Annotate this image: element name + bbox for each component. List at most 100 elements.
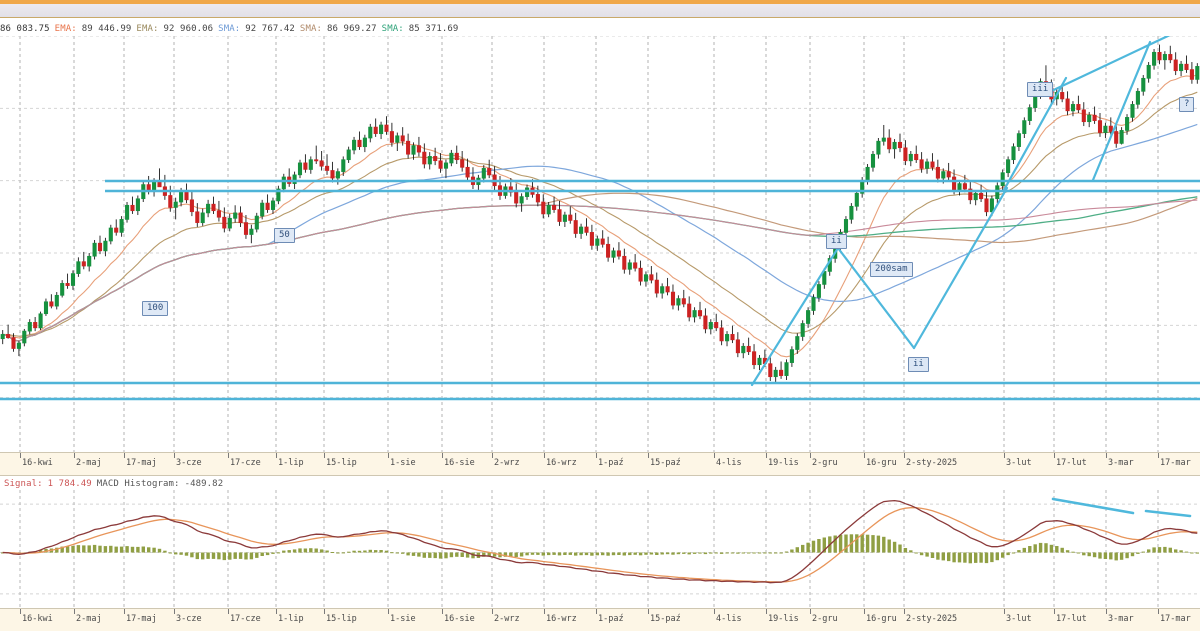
candle-body bbox=[427, 156, 432, 165]
macd-histogram-bar bbox=[433, 552, 437, 559]
candle-body bbox=[535, 194, 540, 203]
candle-body bbox=[1114, 131, 1119, 144]
candle-body bbox=[1135, 90, 1140, 105]
macd-axis-tick-label: 2-maj bbox=[76, 614, 102, 624]
candle-body bbox=[206, 203, 211, 214]
candle-body bbox=[735, 339, 740, 354]
macd-histogram-bar bbox=[1017, 550, 1021, 553]
candle-body bbox=[589, 232, 594, 246]
wave-label-ii-2[interactable]: ii bbox=[908, 357, 929, 372]
candle-body bbox=[1146, 64, 1151, 79]
macd-axis-tick-label: 1-sie bbox=[390, 614, 416, 624]
candle-body bbox=[179, 191, 184, 203]
macd-histogram-bar bbox=[184, 552, 189, 556]
corrective-down-1 bbox=[836, 246, 916, 350]
candle-body bbox=[881, 137, 886, 142]
candle-body bbox=[325, 165, 330, 171]
price-axis-tick-label: 1-lip bbox=[278, 458, 304, 468]
macd-histogram-bar bbox=[633, 552, 637, 555]
candle-body bbox=[368, 126, 373, 139]
macd-histogram-bar bbox=[660, 552, 664, 555]
candle-body bbox=[579, 226, 584, 234]
macd-histogram-bar bbox=[190, 552, 194, 558]
toolbar[interactable] bbox=[0, 4, 1200, 18]
macd-signal-value: 1 784.49 bbox=[47, 479, 92, 489]
macd-histogram-bar bbox=[1065, 550, 1070, 553]
macd-histogram-bar bbox=[1136, 552, 1140, 554]
wave-label-query[interactable]: ? bbox=[1179, 97, 1195, 112]
macd-axis-tick-label: 17-mar bbox=[1160, 614, 1191, 624]
candle-body bbox=[779, 369, 784, 376]
macd-histogram-bar bbox=[871, 535, 875, 553]
candle-body bbox=[384, 124, 389, 132]
legend-last-price: 86 083.75 bbox=[0, 24, 50, 34]
price-axis-tick-label: 17-maj bbox=[126, 458, 157, 468]
legend-sma-2-value: 86 969.27 bbox=[327, 24, 377, 34]
candle-body bbox=[649, 274, 654, 281]
candle-body bbox=[135, 198, 140, 212]
candle-body bbox=[1092, 114, 1097, 121]
candle-body bbox=[249, 228, 254, 235]
macd-histogram-bar bbox=[422, 552, 426, 558]
candle-body bbox=[1157, 51, 1162, 61]
ma-label-100[interactable]: 100 bbox=[142, 301, 169, 316]
macd-histogram-bar bbox=[649, 552, 654, 555]
candle-body bbox=[930, 161, 935, 168]
macd-histogram-bar bbox=[844, 534, 848, 553]
macd-axis-tick-mark bbox=[714, 609, 715, 614]
macd-histogram-bar bbox=[471, 552, 475, 559]
candle-body bbox=[925, 161, 930, 169]
macd-histogram-bar bbox=[211, 552, 216, 559]
price-axis-tick-mark bbox=[442, 453, 443, 458]
macd-histogram-bar bbox=[163, 550, 167, 553]
candle-body bbox=[276, 188, 281, 202]
macd-axis-tick-mark bbox=[276, 609, 277, 614]
candle-body bbox=[892, 141, 897, 150]
candle-body bbox=[265, 202, 270, 210]
price-chart-panel[interactable] bbox=[0, 36, 1200, 471]
macd-histogram-bar bbox=[136, 546, 140, 553]
macd-histogram-bar bbox=[541, 552, 545, 556]
macd-axis-tick-label: 2-sty-2025 bbox=[906, 614, 958, 624]
macd-histogram-bar bbox=[482, 552, 486, 557]
macd-histogram-bar bbox=[876, 535, 881, 553]
macd-histogram-bar bbox=[298, 548, 302, 553]
ma-label-200[interactable]: 200sam bbox=[870, 262, 913, 277]
macd-histogram-bar bbox=[444, 552, 448, 559]
candle-body bbox=[773, 369, 778, 378]
macd-histogram-bar bbox=[947, 552, 951, 562]
legend-sma-2-label: SMA: bbox=[299, 24, 322, 34]
macd-histogram-bar bbox=[747, 552, 751, 554]
candle-body bbox=[984, 198, 989, 213]
macd-signal-line bbox=[2, 507, 1198, 583]
macd-axis-tick-mark bbox=[1158, 609, 1159, 614]
macd-histogram-bar bbox=[303, 548, 308, 553]
price-axis-tick-mark bbox=[1106, 453, 1107, 458]
price-axis-tick-label: 16-wrz bbox=[546, 458, 577, 468]
macd-histogram-bar bbox=[1179, 550, 1183, 553]
macd-axis-tick-mark bbox=[20, 609, 21, 614]
candle-body bbox=[519, 196, 524, 204]
macd-histogram-bar bbox=[314, 548, 318, 553]
macd-histogram-bar bbox=[1038, 542, 1043, 553]
candle-body bbox=[487, 168, 492, 176]
macd-histogram-bar bbox=[1082, 552, 1086, 556]
candle-body bbox=[81, 261, 86, 267]
macd-histogram-bar bbox=[1060, 547, 1064, 553]
macd-axis-tick-label: 19-lis bbox=[768, 614, 799, 624]
macd-histogram-bar bbox=[201, 552, 205, 560]
candle-body bbox=[1076, 104, 1081, 111]
macd-histogram-bar bbox=[714, 552, 718, 554]
macd-histogram-bar bbox=[611, 552, 616, 556]
macd-axis-tick-label: 16-gru bbox=[866, 614, 897, 624]
macd-axis-tick-label: 4-lis bbox=[716, 614, 742, 624]
candle-body bbox=[443, 162, 449, 169]
macd-indicator-panel[interactable] bbox=[0, 490, 1200, 608]
wave-label-iii[interactable]: iii bbox=[1027, 82, 1054, 97]
ma-label-50[interactable]: 50 bbox=[274, 228, 295, 243]
macd-axis-tick-label: 2-wrz bbox=[494, 614, 520, 624]
wave-label-ii-1[interactable]: ii bbox=[826, 234, 847, 249]
legend-ema-1-label: EMA: bbox=[54, 24, 77, 34]
candle-body bbox=[1125, 117, 1130, 131]
macd-axis-tick-label: 16-kwi bbox=[22, 614, 53, 624]
